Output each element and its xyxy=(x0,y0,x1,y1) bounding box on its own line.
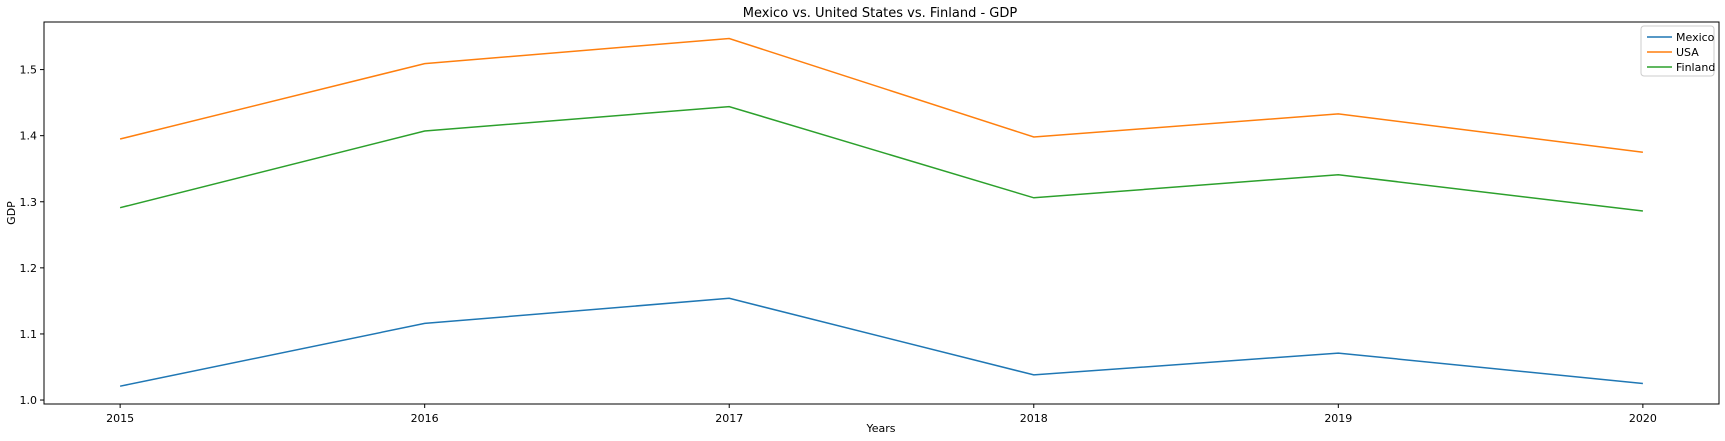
x-tick-label: 2016 xyxy=(411,412,439,425)
legend-label-finland: Finland xyxy=(1676,61,1715,74)
x-axis-label: Years xyxy=(865,422,895,435)
chart-title: Mexico vs. United States vs. Finland - G… xyxy=(743,6,1018,21)
x-tick-label: 2018 xyxy=(1020,412,1048,425)
series-line-finland xyxy=(119,105,1643,212)
y-axis-label: GDP xyxy=(5,201,18,225)
x-tick-label: 2017 xyxy=(715,412,743,425)
y-tick-label: 1.4 xyxy=(20,130,38,143)
x-tick-label: 2015 xyxy=(106,412,134,425)
y-tick-label: 1.2 xyxy=(20,262,38,275)
y-tick-label: 1.1 xyxy=(20,328,38,341)
x-tick-label: 2020 xyxy=(1629,412,1657,425)
x-tick-label: 2019 xyxy=(1324,412,1352,425)
series-lines xyxy=(119,37,1643,387)
plot-area xyxy=(43,21,1720,405)
y-axis-ticks: 1.0 1.1 1.2 1.3 1.4 1.5 xyxy=(20,64,44,407)
legend: Mexico USA Finland xyxy=(1640,25,1715,77)
x-axis-ticks: 2015 2016 2017 2018 2019 2020 xyxy=(106,404,1657,425)
y-tick-label: 1.3 xyxy=(20,196,38,209)
y-tick-label: 1.0 xyxy=(20,394,38,407)
legend-label-mexico: Mexico xyxy=(1676,31,1715,44)
plot-frame xyxy=(43,21,1720,405)
y-tick-label: 1.5 xyxy=(20,64,38,77)
legend-box xyxy=(1640,25,1715,77)
series-line-mexico xyxy=(119,297,1643,387)
legend-label-usa: USA xyxy=(1676,46,1699,59)
series-line-usa xyxy=(119,37,1643,153)
